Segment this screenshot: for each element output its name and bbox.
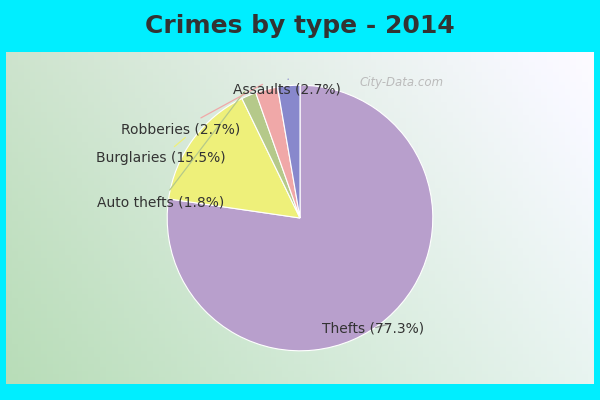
Text: Auto thefts (1.8%): Auto thefts (1.8%) [97, 92, 245, 209]
Text: Assaults (2.7%): Assaults (2.7%) [233, 79, 341, 96]
Text: Crimes by type - 2014: Crimes by type - 2014 [145, 14, 455, 38]
Wedge shape [256, 87, 300, 218]
Wedge shape [242, 93, 300, 218]
Text: Robberies (2.7%): Robberies (2.7%) [121, 84, 262, 136]
Wedge shape [278, 85, 300, 218]
Text: City-Data.com: City-Data.com [359, 76, 443, 89]
Wedge shape [167, 85, 433, 351]
Wedge shape [169, 98, 300, 218]
Text: Burglaries (15.5%): Burglaries (15.5%) [96, 138, 226, 165]
Text: Thefts (77.3%): Thefts (77.3%) [322, 321, 424, 335]
